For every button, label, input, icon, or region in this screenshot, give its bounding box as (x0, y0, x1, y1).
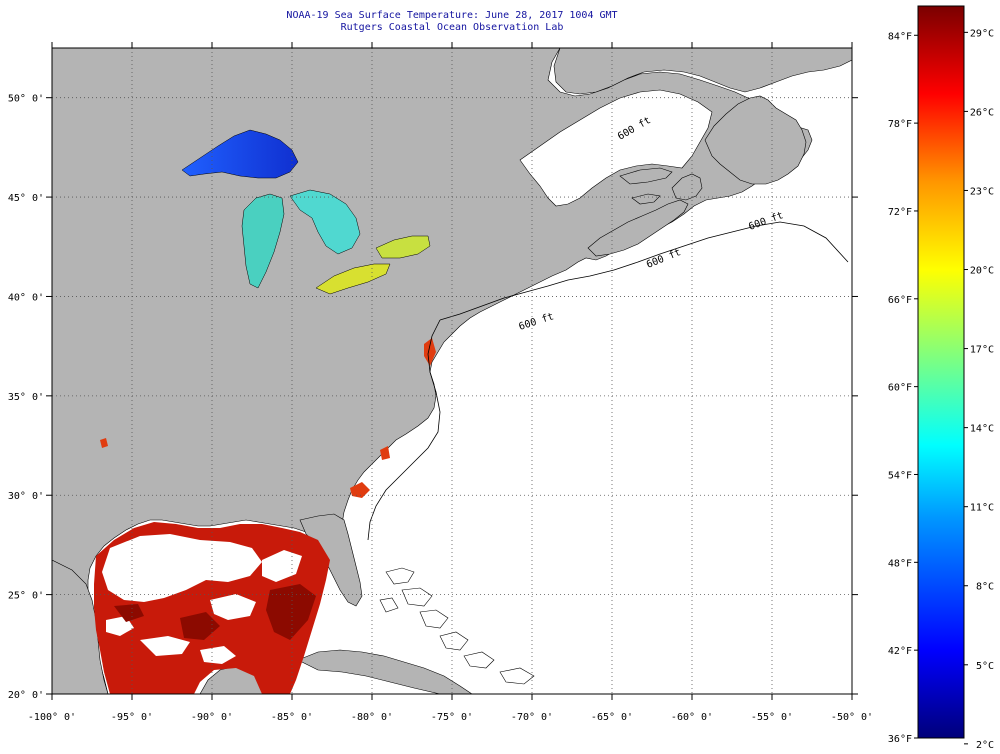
colorbar-f-label: 66°F (888, 295, 912, 306)
colorbar-f-label: 72°F (888, 207, 912, 218)
colorbar (917, 5, 965, 739)
land-labrador (553, 48, 852, 95)
map-grid (52, 48, 852, 694)
colorbar-f-label: 54°F (888, 470, 912, 481)
colorbar-c-label: 5°C (976, 661, 994, 672)
lake-erie (315, 263, 391, 295)
lon-tick-label: -60° 0' (671, 712, 713, 723)
lat-tick-label: 30° 0' (8, 491, 44, 502)
lake-superior (181, 129, 299, 179)
colorbar-f-label: 48°F (888, 558, 912, 569)
colorbar-f-label: 42°F (888, 646, 912, 657)
land-cape-breton (671, 173, 703, 201)
land-nova-scotia (587, 199, 689, 257)
shelf-contour-600ft (367, 221, 849, 541)
colorbar-labels: 84°F 78°F 72°F 66°F 60°F 54°F 48°F 42°F 36°F 29°C… (888, 28, 994, 751)
lon-tick-label: -100° 0' (28, 712, 76, 723)
gulf-st-lawrence (519, 89, 713, 207)
map-title: NOAA-19 Sea Surface Temperature: June 28… (286, 10, 618, 21)
land-newfoundland (704, 95, 807, 185)
lon-tick-label: -55° 0' (751, 712, 793, 723)
colorbar-f-label: 84°F (888, 31, 912, 42)
colorbar-f-label: 36°F (888, 734, 912, 745)
colorbar-c-label: 8°C (976, 582, 994, 593)
lat-tick-label: 25° 0' (8, 591, 44, 602)
colorbar-c-label: 20°C (970, 266, 994, 277)
lat-tick-label: 35° 0' (8, 392, 44, 403)
lon-tick-label: -80° 0' (351, 712, 393, 723)
lon-tick-label: -85° 0' (271, 712, 313, 723)
lon-tick-label: -90° 0' (191, 712, 233, 723)
lat-tick-label: 40° 0' (8, 292, 44, 303)
land-bahamas (379, 567, 535, 685)
colorbar-c-label: 11°C (970, 503, 994, 514)
lon-tick-label: -70° 0' (511, 712, 553, 723)
lon-tick-label: -75° 0' (431, 712, 473, 723)
lon-tick-label: -65° 0' (591, 712, 633, 723)
gulf-warm-blotches (114, 584, 316, 640)
colorbar-c-label: 14°C (970, 424, 994, 435)
map-axes: -100° 0' -95° 0' -90° 0' -85° 0' -80° 0' -75°… (8, 42, 873, 723)
colorbar-c-label: 17°C (970, 345, 994, 356)
lat-tick-label: 45° 0' (8, 193, 44, 204)
lake-huron (289, 189, 361, 255)
lake-ontario (375, 235, 431, 259)
colorbar-f-label: 78°F (888, 119, 912, 130)
colorbar-c-label: 26°C (970, 107, 994, 118)
lat-tick-label: 50° 0' (8, 94, 44, 105)
gulf-cloud-patches (102, 534, 302, 664)
lon-tick-label: -95° 0' (111, 712, 153, 723)
lat-tick-label: 20° 0' (8, 690, 44, 701)
map-subtitle: Rutgers Coastal Ocean Observation Lab (340, 22, 564, 33)
coastal-sst-bits (100, 338, 436, 498)
land-cuba (297, 649, 473, 694)
land-pei (631, 193, 661, 205)
colorbar-c-label: 29°C (970, 28, 994, 39)
lake-michigan (241, 193, 285, 289)
colorbar-f-label: 60°F (888, 383, 912, 394)
land-anticosti (619, 167, 673, 185)
lon-tick-label: -50° 0' (831, 712, 873, 723)
colorbar-c-label: 2°C (976, 740, 994, 751)
colorbar-c-label: 23°C (970, 186, 994, 197)
